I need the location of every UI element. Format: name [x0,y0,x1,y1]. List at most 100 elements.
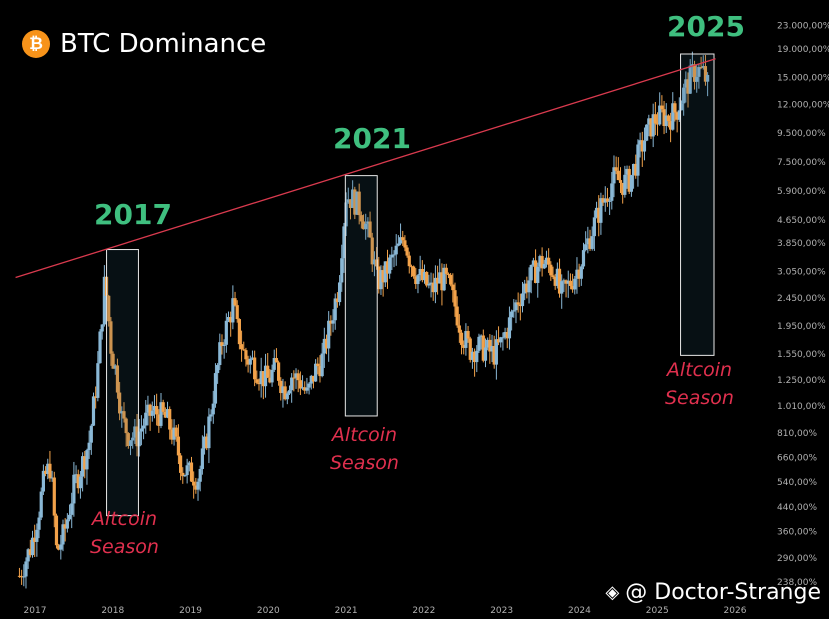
candle-body [655,123,660,125]
candle-body [438,272,442,284]
candle-body [388,257,392,274]
candle-body [664,115,668,126]
candle-body [483,347,488,361]
candle-body [179,455,183,473]
candle-body [168,409,172,430]
candle-body [98,331,102,364]
candle-body [531,260,535,265]
candle-body [523,283,527,294]
year-label-2017: 2017 [94,198,172,231]
candle-body [407,255,411,267]
candle-body [353,189,357,215]
candle-body [316,363,320,367]
candle-body [46,463,50,474]
candle-body [181,472,185,477]
candle-body [431,282,435,293]
candle-body [666,115,671,122]
candle-body [592,217,596,237]
candle-body [194,485,198,490]
candle-body [146,404,150,413]
candle-body [427,283,431,286]
candle-body [187,462,191,466]
candle-body [307,383,311,388]
candle-body [174,427,178,437]
candle-body [645,124,649,141]
candle-body [176,436,181,456]
candle-body [220,342,224,346]
candle-body [590,236,594,249]
candle-body [433,277,437,293]
candle-body [235,305,239,320]
candle-body [198,468,202,482]
candle-body [183,475,187,477]
candle-body [335,298,339,303]
candle-body [126,433,130,446]
candle-body [298,380,302,389]
year-label-2021: 2021 [333,122,411,155]
candle-body [658,105,662,125]
candle-body [61,524,65,545]
candle-body [135,426,139,447]
candle-body [420,268,424,281]
candle-body [533,260,538,283]
candle-body [383,261,387,283]
candle-body [703,66,708,82]
candle-body [355,191,359,215]
candle-body [544,257,549,264]
candle-body [473,351,477,363]
candle-body [422,272,427,281]
y-tick-label: 1.950,00% [777,322,826,332]
candle-body [706,74,710,82]
candle-body [224,320,228,345]
candle-body [20,576,24,578]
candle-body [586,238,590,245]
candle-body [78,476,83,489]
candle-body [560,281,564,294]
candle-body [285,393,289,400]
x-tick-label: 2024 [568,606,591,616]
trendline [15,58,716,279]
candle-body [287,390,292,394]
candle-body [213,373,218,404]
candle-body [651,114,655,137]
candle-body [494,339,498,365]
y-tick-label: 810,00% [777,429,817,439]
candle-body [425,272,429,286]
y-tick-label: 7.500,00% [777,158,826,168]
candle-body [337,282,342,303]
candle-body [329,320,333,324]
candle-body [139,428,143,432]
candle-body [283,386,287,400]
candle-body [621,182,625,195]
altcoin-season-label-2021: Altcoin Season [330,421,399,477]
candle-body [618,180,623,183]
candle-body [412,266,416,277]
candle-body [67,514,72,520]
candle-body [671,103,675,130]
y-tick-label: 440,00% [777,503,817,513]
candle-body [300,387,305,389]
candle-body [83,456,87,470]
candle-body [616,170,620,181]
candle-body [57,545,61,550]
candle-body [625,168,629,175]
candle-body [239,344,244,350]
y-tick-label: 660,00% [777,454,817,464]
candle-body [557,268,562,294]
candle-body [122,411,126,419]
y-tick-label: 23.000,00% [777,22,829,32]
candle-body [133,426,137,438]
y-tick-label: 9.500,00% [777,129,826,139]
candle-body [202,436,207,449]
candle-body [226,316,231,321]
candle-body [379,270,383,290]
candle-body [662,109,666,126]
candle-body [527,280,531,293]
candle-body [464,331,468,348]
candle-body [244,350,248,360]
candle-body [277,362,281,381]
candle-body [342,226,346,259]
candle-body [205,436,209,449]
candle-body [449,274,453,285]
candle-body [157,414,161,426]
